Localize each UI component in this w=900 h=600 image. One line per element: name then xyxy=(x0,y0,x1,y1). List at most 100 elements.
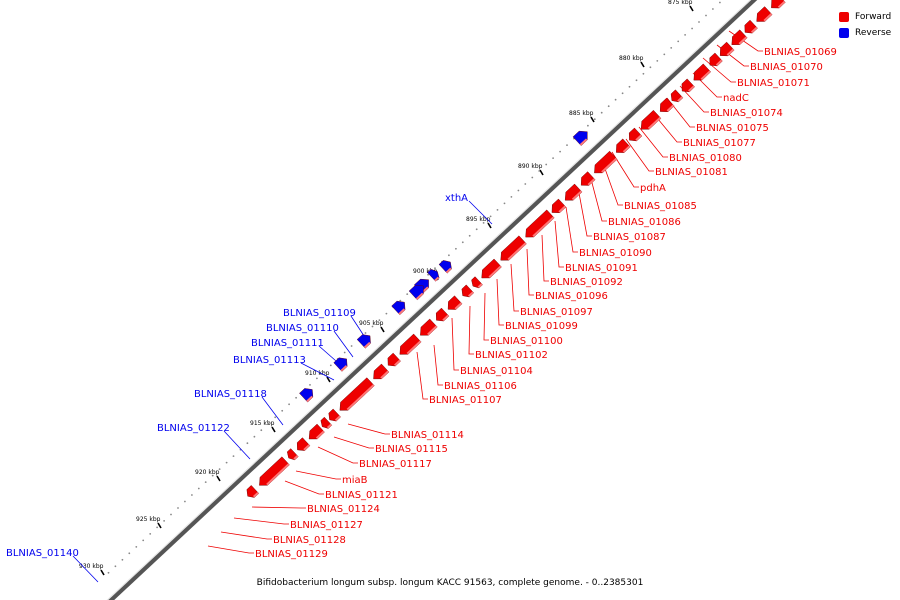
guide-dot xyxy=(343,351,346,354)
guide-dot xyxy=(684,34,686,36)
label-leader xyxy=(416,351,428,400)
forward-gene-arrow xyxy=(471,276,483,289)
label-leader xyxy=(223,430,251,460)
guide-dot xyxy=(114,565,117,568)
guide-dot xyxy=(691,27,693,30)
guide-dot xyxy=(489,215,492,218)
gene-label-blnias-01069: BLNIAS_01069 xyxy=(764,47,837,58)
label-leader xyxy=(652,112,682,143)
tick-mark xyxy=(487,222,492,229)
guide-dot xyxy=(225,461,228,464)
forward-gene-arrow xyxy=(719,41,735,57)
gene-label-nadc: nadC xyxy=(723,93,749,104)
forward-gene-arrow xyxy=(246,485,260,498)
gene-label-blnias-01085: BLNIAS_01085 xyxy=(624,201,697,212)
gene-label-blnias-01087: BLNIAS_01087 xyxy=(593,232,666,243)
tick-mark xyxy=(216,475,221,482)
guide-dot xyxy=(385,312,388,315)
guide-dot xyxy=(170,513,172,516)
guide-dot xyxy=(587,124,589,127)
gene-label-blnias-01106: BLNIAS_01106 xyxy=(444,381,517,392)
tick-label: 895 kbp xyxy=(466,216,491,223)
gene-label-blnias-01121: BLNIAS_01121 xyxy=(325,490,398,501)
guide-dot xyxy=(371,325,374,328)
label-leader xyxy=(468,200,493,225)
label-leader xyxy=(590,178,607,222)
gene-label-blnias-01127: BLNIAS_01127 xyxy=(290,520,363,531)
guide-dot xyxy=(593,118,596,121)
label-leader xyxy=(602,162,623,206)
guide-dot xyxy=(531,176,534,179)
label-leader xyxy=(300,362,335,381)
tick-label: 920 kbp xyxy=(195,469,220,476)
label-leader xyxy=(526,248,534,296)
legend-reverse: Reverse xyxy=(839,25,899,41)
guide-dot xyxy=(712,8,714,10)
label-leader xyxy=(496,278,504,326)
guide-dot xyxy=(698,21,700,23)
tick-mark xyxy=(380,326,385,333)
tick-label: 925 kbp xyxy=(136,516,161,523)
guide-dot xyxy=(649,66,652,69)
label-leader xyxy=(611,151,639,188)
gene-label-blnias-01122: BLNIAS_01122 xyxy=(157,423,230,434)
guide-dot xyxy=(295,396,297,399)
label-leader xyxy=(295,470,341,480)
forward-gene-arrow xyxy=(399,333,422,355)
guide-dot xyxy=(663,53,666,56)
forward-gene-arrow xyxy=(594,150,618,174)
forward-gene-arrow xyxy=(580,171,596,186)
guide-dot xyxy=(510,196,513,198)
guide-dots xyxy=(107,1,721,574)
label-leader xyxy=(483,292,489,341)
forward-gene-arrow xyxy=(551,198,567,213)
guide-dot xyxy=(329,364,332,367)
footer-caption: Bifidobacterium longum subsp. longum KAC… xyxy=(256,578,644,588)
forward-gene-arrow xyxy=(756,6,773,22)
guide-dot xyxy=(274,416,277,419)
guide-dot xyxy=(461,241,464,244)
guide-dot xyxy=(559,150,561,153)
guide-dot xyxy=(434,267,436,270)
gene-label-blnias-01115: BLNIAS_01115 xyxy=(375,444,448,455)
guide-dot xyxy=(163,520,166,522)
guide-dot xyxy=(448,254,450,257)
forward-gene-arrow xyxy=(308,423,325,440)
tick-mark xyxy=(539,169,544,176)
forward-gene-arrow xyxy=(287,448,299,461)
forward-gene-arrow xyxy=(320,416,333,429)
guide-dot xyxy=(482,222,485,224)
gene-label-blnias-01070: BLNIAS_01070 xyxy=(750,62,823,73)
forward-gene-arrow xyxy=(709,52,723,67)
reverse-gene-arrow xyxy=(572,130,588,146)
gene-label-blnias-01104: BLNIAS_01104 xyxy=(460,366,533,377)
guide-dot xyxy=(281,409,284,412)
label-leader xyxy=(510,263,519,312)
label-leader xyxy=(638,126,668,158)
guide-dot xyxy=(496,209,499,211)
guide-dot xyxy=(538,170,541,172)
forward-gene-arrow xyxy=(731,29,748,45)
gene-label-blnias-01128: BLNIAS_01128 xyxy=(273,535,346,546)
gene-label-blnias-01118: BLNIAS_01118 xyxy=(194,389,267,400)
guide-dot xyxy=(211,474,214,477)
forward-gene-arrow xyxy=(681,78,695,93)
gene-labels: BLNIAS_01069 BLNIAS_01070 BLNIAS_01071 nadC… xyxy=(6,47,837,560)
guide-dot xyxy=(364,332,367,334)
guide-dot xyxy=(253,435,256,438)
gene-label-blnias-01077: BLNIAS_01077 xyxy=(683,138,756,149)
forward-gene-arrow xyxy=(339,377,375,411)
guide-dot xyxy=(177,507,179,509)
forward-gene-arrow xyxy=(420,318,438,336)
gene-label-blnias-01090: BLNIAS_01090 xyxy=(579,248,652,259)
leader-lines xyxy=(72,30,763,583)
label-leader xyxy=(692,72,722,98)
guide-dot xyxy=(614,98,617,101)
genome-backbone-highlight xyxy=(106,0,752,600)
forward-gene-arrow xyxy=(628,127,643,142)
guide-dot xyxy=(670,47,673,49)
gene-label-blnias-01110: BLNIAS_01110 xyxy=(266,323,339,334)
gene-label-blnias-01113: BLNIAS_01113 xyxy=(233,355,306,366)
guide-dot xyxy=(468,234,471,237)
